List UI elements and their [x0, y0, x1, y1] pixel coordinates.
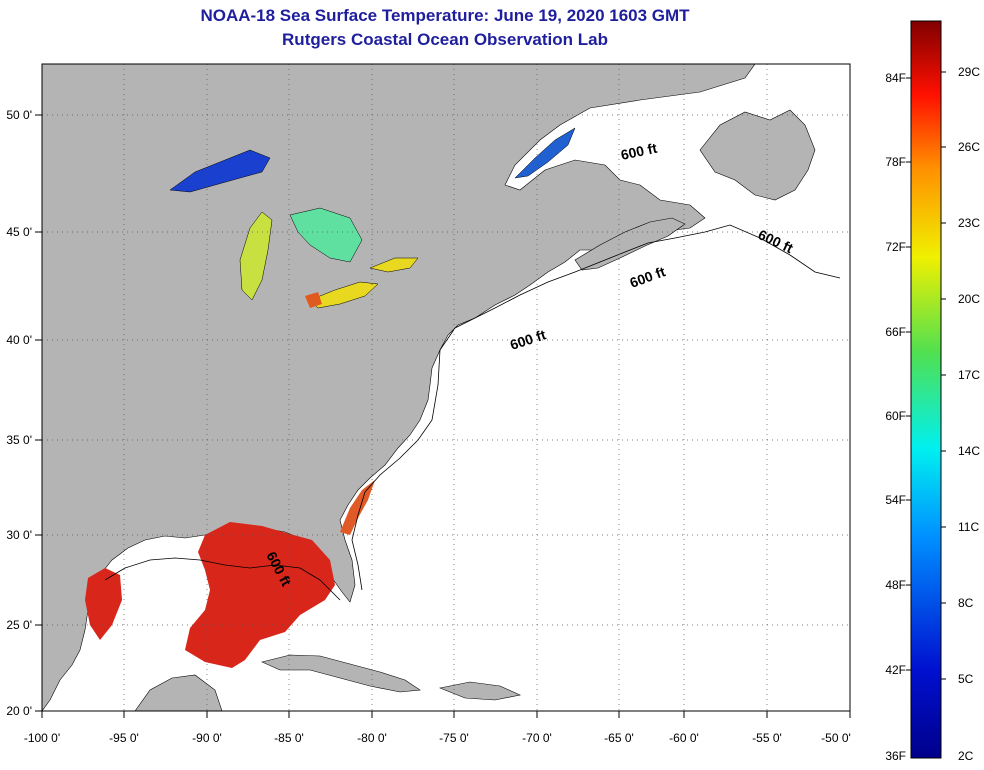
colorbar-c-label: 20C: [958, 292, 980, 306]
shelf-contour-gulf: [104, 557, 341, 601]
lake-erie-sst: [309, 281, 379, 309]
st-lawrence-sst: [514, 127, 576, 179]
lake-st-clair-sst: [305, 292, 322, 308]
colorbar-c-label: 26C: [958, 140, 980, 154]
lon-label: -80 0': [357, 731, 387, 745]
north-america-land: [42, 64, 756, 711]
nova-scotia-land: [574, 217, 686, 271]
colorbar-c-label: 11C: [958, 520, 979, 534]
lat-label: 50 0': [6, 108, 32, 122]
cuba-land: [261, 654, 421, 693]
longitude-labels: -100 0' -95 0' -90 0' -85 0' -80 0' -75 …: [24, 731, 851, 745]
colorbar-fahrenheit-labels: 84F 78F 72F 66F 60F 54F 48F 42F 36F: [885, 71, 906, 763]
colorbar-c-label: 5C: [958, 672, 974, 686]
colorbar-f-label: 54F: [885, 493, 906, 507]
colorbar-c-label: 29C: [958, 65, 980, 79]
lake-huron-sst: [289, 207, 363, 263]
colorbar-f-label: 60F: [885, 409, 906, 423]
lon-label: -90 0': [192, 731, 222, 745]
colorbar-f-label: 78F: [885, 155, 906, 169]
colorbar-f-label: 36F: [885, 749, 906, 763]
hispaniola-land: [438, 681, 521, 701]
lon-label: -55 0': [752, 731, 782, 745]
colorbar-c-label: 2C: [958, 749, 974, 763]
axis-ticks: [35, 114, 851, 718]
colorbar-f-label: 72F: [885, 240, 906, 254]
yucatan-land: [134, 674, 223, 711]
colorbar-f-label: 66F: [885, 325, 906, 339]
colorbar-celsius-labels: 29C 26C 23C 20C 17C 14C 11C 8C 5C 2C: [958, 65, 980, 763]
latitude-labels: 50 0' 45 0' 40 0' 35 0' 30 0' 25 0' 20 0…: [6, 108, 32, 718]
map-subtitle: Rutgers Coastal Ocean Observation Lab: [282, 30, 608, 49]
lon-label: -50 0': [821, 731, 851, 745]
lat-label: 35 0': [6, 433, 32, 447]
colorbar-f-label: 42F: [885, 663, 906, 677]
lon-label: -75 0': [439, 731, 469, 745]
colorbar-ticks: [906, 71, 946, 680]
lake-superior-sst: [169, 149, 271, 193]
lat-label: 45 0': [6, 225, 32, 239]
lake-ontario-sst: [369, 257, 419, 273]
carolina-sst: [340, 480, 375, 535]
shelf-contour-southeast: [351, 327, 456, 591]
colorbar-f-label: 84F: [885, 71, 906, 85]
lon-label: -100 0': [24, 731, 60, 745]
newfoundland-land: [699, 109, 816, 201]
lon-label: -60 0': [669, 731, 699, 745]
lake-michigan-sst: [239, 211, 273, 301]
western-gulf-sst: [85, 568, 122, 640]
lon-label: -65 0': [604, 731, 634, 745]
colorbar-c-label: 17C: [958, 368, 980, 382]
lat-label: 20 0': [6, 704, 32, 718]
colorbar-f-label: 48F: [885, 578, 906, 592]
lon-label: -70 0': [522, 731, 552, 745]
contour-label: 600 ft: [619, 140, 658, 163]
map-title: NOAA-18 Sea Surface Temperature: June 19…: [200, 6, 690, 25]
colorbar-c-label: 23C: [958, 216, 980, 230]
colorbar-c-label: 8C: [958, 596, 974, 610]
colorbar-c-label: 14C: [958, 444, 980, 458]
map-frame: [41, 63, 851, 712]
shelf-contour-atlantic: [454, 224, 841, 329]
lat-label: 25 0': [6, 618, 32, 632]
lon-label: -85 0': [274, 731, 304, 745]
gulf-sst: [185, 522, 335, 668]
colorbar: [910, 20, 942, 759]
lon-label: -95 0': [109, 731, 139, 745]
lat-label: 40 0': [6, 333, 32, 347]
lat-label: 30 0': [6, 528, 32, 542]
